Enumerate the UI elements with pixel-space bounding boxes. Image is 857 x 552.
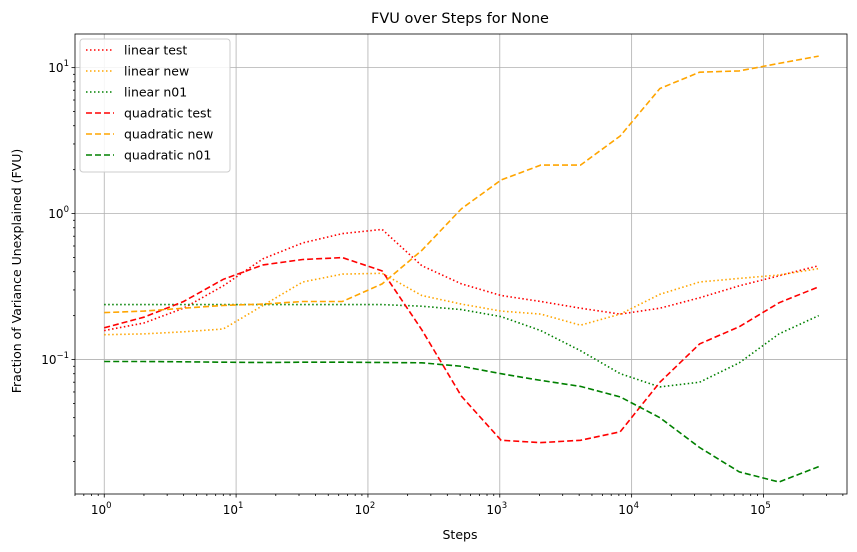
axis-ticks: 100 101 102 103 104 105 10−1 100 101 <box>41 59 844 517</box>
x-tick-label: 101 <box>223 501 244 517</box>
series-line-quadratic-n01 <box>104 360 819 483</box>
x-tick-label: 104 <box>618 501 639 517</box>
legend-label: linear test <box>124 43 187 58</box>
x-tick-label: 102 <box>355 501 376 517</box>
series-lines <box>103 55 820 483</box>
chart-title: FVU over Steps for None <box>371 11 549 27</box>
y-tick-label: 10−1 <box>41 351 69 367</box>
x-tick-label: 105 <box>750 501 771 517</box>
legend-label: linear new <box>124 64 189 79</box>
legend-label: quadratic new <box>124 127 213 142</box>
legend-box <box>79 38 231 173</box>
y-tick-label: 100 <box>48 205 69 221</box>
legend-label: linear n01 <box>124 85 187 100</box>
x-tick-label: 103 <box>486 501 507 517</box>
series-line-quadratic-test <box>103 256 819 444</box>
series-line-linear-new <box>104 267 819 336</box>
series-line-linear-n01 <box>104 303 820 388</box>
legend: linear test linear new linear n01 quadratic… <box>79 38 231 173</box>
series-line-quadratic-new <box>104 55 819 314</box>
series-line-linear-test <box>104 228 819 332</box>
y-tick-label: 101 <box>48 59 69 75</box>
grid <box>75 34 847 494</box>
plot-frame <box>74 33 848 495</box>
legend-label: quadratic n01 <box>124 148 211 163</box>
x-axis-label: Steps <box>443 527 478 542</box>
legend-label: quadratic test <box>124 106 212 121</box>
y-axis-label: Fraction of Variance Unexplained (FVU) <box>9 149 24 394</box>
x-tick-label: 100 <box>91 501 112 517</box>
